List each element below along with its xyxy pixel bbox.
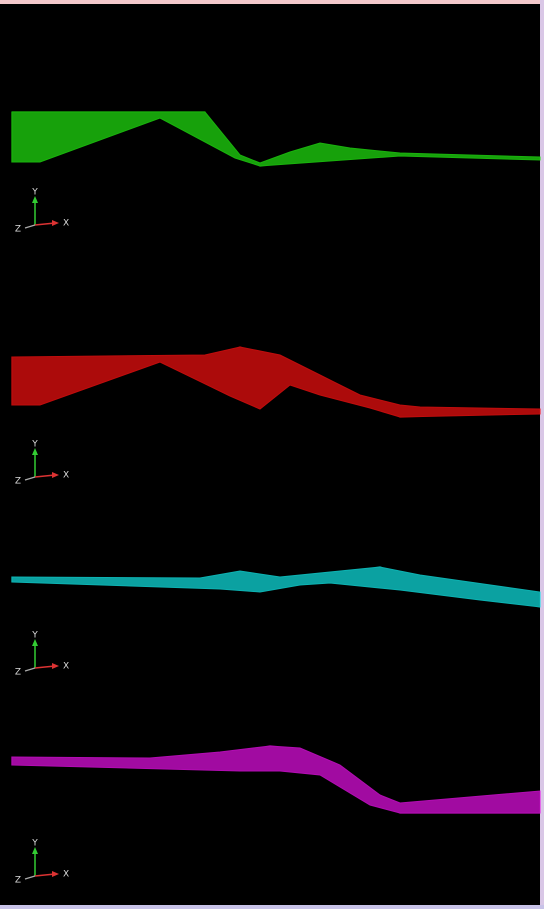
x-axis-label: X [63,662,69,672]
viewport: Y X Z Y X Z Y X Z Y X Z [0,0,544,909]
z-axis-label: Z [15,225,21,235]
z-axis-label: Z [15,668,21,678]
mesh-hatch [12,112,540,166]
right-border [540,0,544,909]
mesh-hatch [12,567,540,607]
y-axis-label: Y [31,188,38,198]
top-border [0,0,544,4]
y-axis-label: Y [31,839,38,849]
x-axis-label: X [63,219,69,229]
z-axis-label: Z [15,876,21,886]
x-axis-label: X [63,870,69,880]
page: YXZ YXZ YXZ YXZ (() => { const data = JS… [0,0,544,909]
mesh-hatch [12,347,540,417]
x-axis-label: X [63,471,69,481]
y-axis-label: Y [31,440,38,450]
z-axis-label: Z [15,477,21,487]
y-axis-label: Y [31,631,38,641]
mesh-hatch [12,746,540,813]
bottom-border [0,905,544,909]
